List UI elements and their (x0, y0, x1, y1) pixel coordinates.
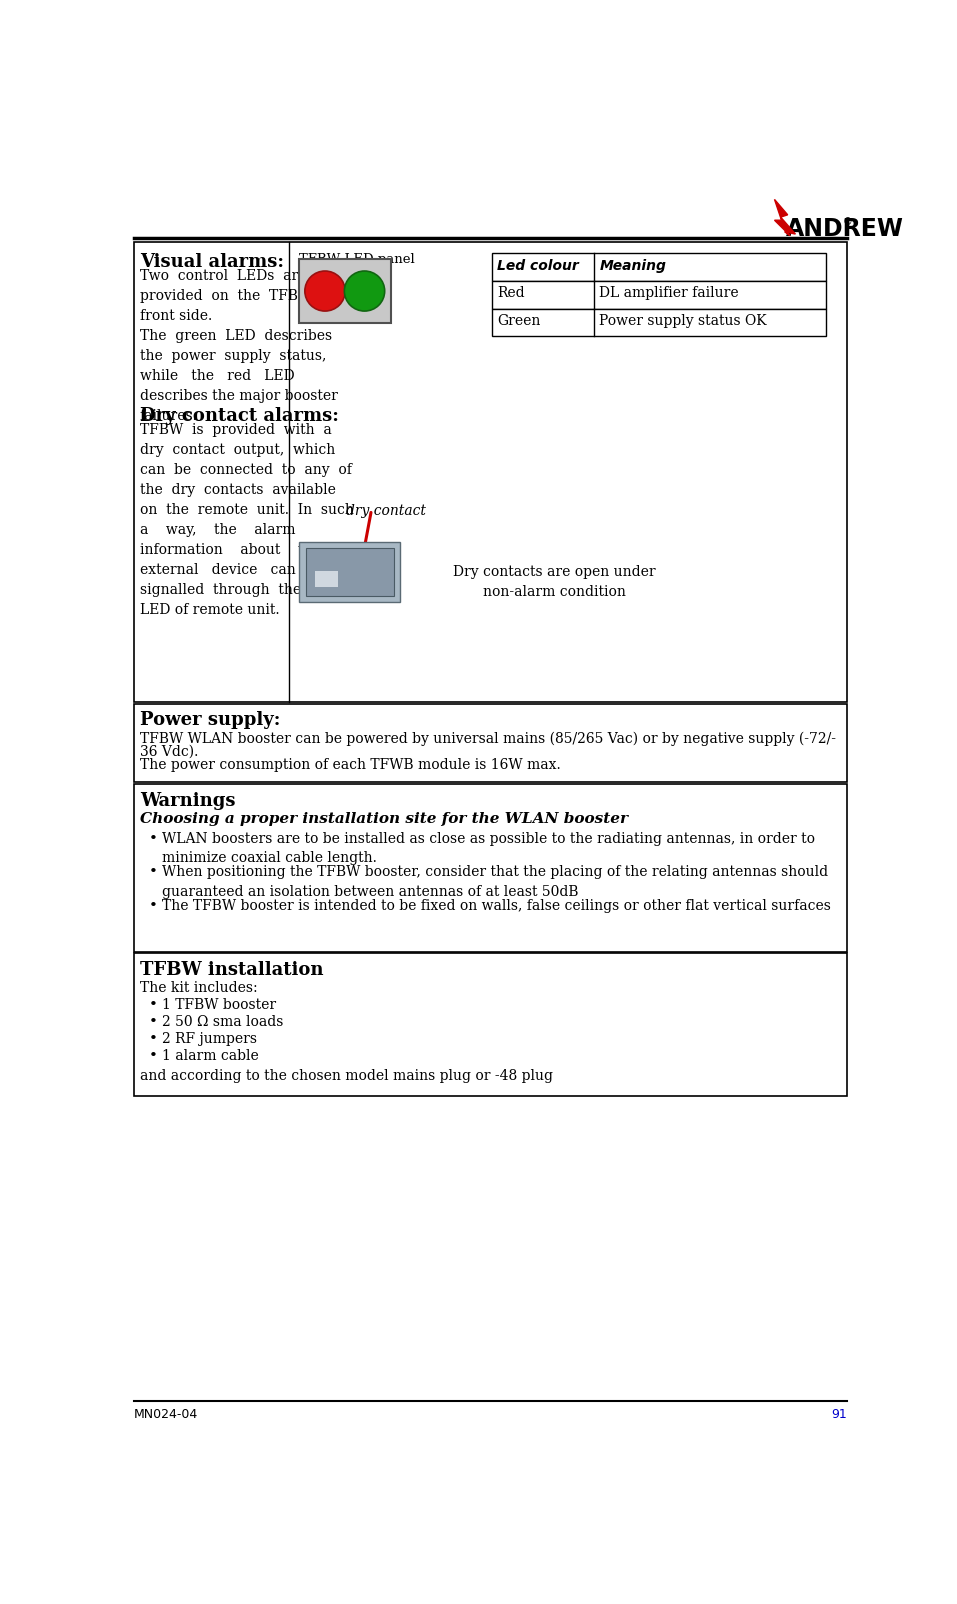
Text: Power supply:: Power supply: (140, 712, 280, 730)
Text: The kit includes:: The kit includes: (140, 982, 257, 994)
Text: TFBW  is  provided  with  a
dry  contact  output,  which
can  be  connected  to : TFBW is provided with a dry contact outp… (140, 423, 354, 618)
Text: 2 50 Ω sma loads: 2 50 Ω sma loads (163, 1015, 283, 1028)
Bar (492, 308, 827, 337)
Text: 2 RF jumpers: 2 RF jumpers (163, 1031, 257, 1046)
Bar (134, 784, 847, 951)
Text: DL amplifier failure: DL amplifier failure (599, 287, 739, 300)
Text: MN024-04: MN024-04 (134, 1408, 198, 1421)
Bar (134, 704, 847, 783)
Text: Dry contacts are open under
non-alarm condition: Dry contacts are open under non-alarm co… (453, 565, 656, 598)
Text: •: • (149, 831, 158, 845)
Text: •: • (149, 1031, 158, 1046)
Text: Red: Red (497, 287, 524, 300)
Bar (300, 260, 390, 322)
Text: When positioning the TFBW booster, consider that the placing of the relating ant: When positioning the TFBW booster, consi… (163, 866, 829, 898)
Text: and according to the chosen model mains plug or -48 plug: and according to the chosen model mains … (140, 1068, 553, 1083)
Text: Green: Green (497, 314, 541, 329)
Text: Meaning: Meaning (599, 258, 666, 273)
Text: 1 TFBW booster: 1 TFBW booster (163, 998, 277, 1012)
Text: ANDREW: ANDREW (786, 217, 904, 241)
Text: •: • (149, 866, 158, 879)
Text: •: • (149, 900, 158, 913)
Text: Led colour: Led colour (497, 258, 579, 273)
Text: •: • (149, 1015, 158, 1028)
Text: Dry contact alarms:: Dry contact alarms: (140, 407, 339, 425)
Text: Power supply status OK: Power supply status OK (599, 314, 767, 329)
Bar (134, 953, 847, 1097)
Bar (134, 242, 847, 703)
Text: TFBW installation: TFBW installation (140, 961, 323, 978)
Text: 36 Vdc).: 36 Vdc). (140, 744, 198, 759)
Text: The power consumption of each TFWB module is 16W max.: The power consumption of each TFWB modul… (140, 757, 561, 772)
Bar (315, 571, 338, 587)
Text: WLAN boosters are to be installed as close as possible to the radiating antennas: WLAN boosters are to be installed as clo… (163, 831, 815, 865)
Text: TFBW WLAN booster can be powered by universal mains (85/265 Vac) or by negative : TFBW WLAN booster can be powered by univ… (140, 731, 835, 746)
Text: The TFBW booster is intended to be fixed on walls, false ceilings or other flat : The TFBW booster is intended to be fixed… (163, 900, 831, 913)
Bar (300, 542, 400, 602)
Circle shape (305, 271, 345, 311)
Text: •: • (149, 998, 158, 1012)
Text: Two  control  LEDs  are
provided  on  the  TFBW
front side.
The  green  LED  des: Two control LEDs are provided on the TFB… (140, 269, 338, 423)
Bar (492, 281, 827, 308)
Text: Visual alarms:: Visual alarms: (140, 253, 284, 271)
Bar (305, 549, 394, 597)
Text: TFBW LED panel: TFBW LED panel (300, 253, 415, 266)
Text: Choosing a proper installation site for the WLAN booster: Choosing a proper installation site for … (140, 812, 628, 826)
Text: dry contact: dry contact (345, 504, 426, 518)
Circle shape (345, 271, 385, 311)
Text: •: • (149, 1049, 158, 1063)
Bar (492, 253, 827, 281)
Text: ®: ® (843, 217, 853, 228)
Text: 91: 91 (832, 1408, 847, 1421)
Text: Warnings: Warnings (140, 791, 235, 810)
Polygon shape (774, 199, 795, 236)
Text: 1 alarm cable: 1 alarm cable (163, 1049, 259, 1063)
